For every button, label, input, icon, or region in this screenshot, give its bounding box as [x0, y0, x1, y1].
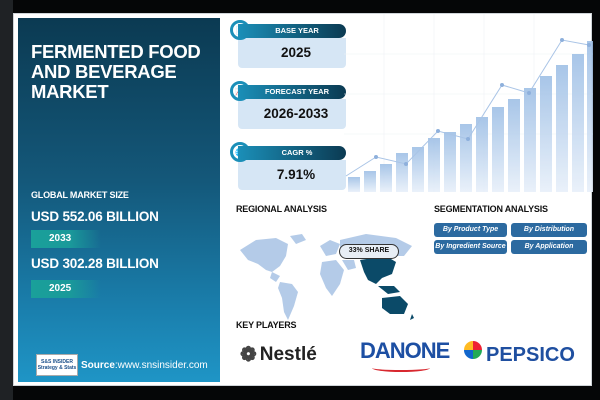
- region-share-callout: 33% SHARE: [339, 244, 399, 259]
- nestle-nest-icon: ❁: [240, 344, 257, 366]
- year-badge-2025: 2025: [31, 280, 101, 298]
- stat-label: CAGR %: [238, 146, 346, 160]
- outer-frame-left: [0, 0, 13, 400]
- brand-pepsico: PEPSICO: [464, 341, 575, 367]
- stat-forecast-year: 📈 FORECAST YEAR 2026-2033: [230, 81, 346, 129]
- title-line-2: AND BEVERAGE: [31, 61, 177, 82]
- logo-text: S&S INSIDER Strategy & Stats: [37, 359, 77, 371]
- stat-cagr: 🌐 CAGR % 7.91%: [230, 142, 346, 190]
- page-title: FERMENTED FOOD AND BEVERAGE MARKET: [31, 42, 201, 102]
- segment-button-application[interactable]: By Application: [511, 240, 587, 254]
- segment-button-distribution-channel[interactable]: By Distribution Channel: [511, 223, 587, 247]
- danone-smile: [372, 364, 430, 372]
- segment-button-product-type[interactable]: By Product Type: [434, 223, 507, 237]
- source-url: :www.snsinsider.com: [114, 359, 208, 371]
- market-value-2033: USD 552.06 BILLION: [31, 209, 159, 224]
- infographic-card: FERMENTED FOOD AND BEVERAGE MARKET GLOBA…: [13, 13, 593, 386]
- sns-insider-logo: S&S INSIDER Strategy & Stats: [36, 354, 78, 376]
- segment-button-ingredient-source[interactable]: By Ingredient Source: [434, 240, 507, 254]
- source-label: Source: [81, 359, 115, 371]
- growth-chart-illustration: [344, 14, 593, 192]
- stat-base-year: 📄 BASE YEAR 2025: [230, 20, 346, 68]
- stat-value: 7.91%: [238, 160, 346, 190]
- source-text: Source:www.snsinsider.com: [81, 360, 208, 371]
- brand-name: Nestlé: [259, 343, 317, 365]
- brand-name: DANONE: [360, 338, 450, 363]
- world-map: [240, 234, 414, 320]
- key-players-title: KEY PLAYERS: [236, 320, 297, 330]
- brand-name: PEPSICO: [486, 344, 575, 366]
- market-value-2025: USD 302.28 BILLION: [31, 256, 159, 271]
- summary-panel: FERMENTED FOOD AND BEVERAGE MARKET GLOBA…: [18, 18, 220, 382]
- stat-value: 2026-2033: [238, 99, 346, 129]
- stat-value: 2025: [238, 38, 346, 68]
- stat-label: BASE YEAR: [238, 24, 346, 38]
- year-badge-2033: 2033: [31, 230, 101, 248]
- segmentation-analysis-title: SEGMENTATION ANALYSIS: [434, 204, 548, 214]
- title-line-1: FERMENTED FOOD: [31, 41, 201, 62]
- source-attribution: S&S INSIDER Strategy & Stats Source:www.…: [36, 354, 208, 376]
- stat-label: FORECAST YEAR: [238, 85, 346, 99]
- brand-danone: DANONE: [360, 338, 450, 372]
- brand-nestle: ❁ Nestlé: [240, 342, 317, 367]
- global-market-size-label: GLOBAL MARKET SIZE: [31, 190, 129, 200]
- title-line-3: MARKET: [31, 81, 109, 102]
- pepsico-globe-icon: [464, 341, 482, 359]
- regional-analysis-title: REGIONAL ANALYSIS: [236, 204, 327, 214]
